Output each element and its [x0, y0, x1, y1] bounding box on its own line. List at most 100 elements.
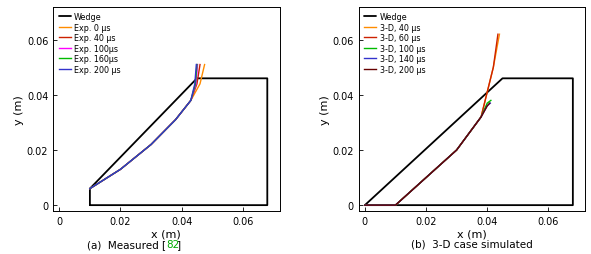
3-D, 60 μs [495, 34, 502, 37]
Y-axis label: y (m): y (m) [320, 94, 330, 124]
3-D, 40 μs [496, 34, 503, 37]
3-D, 40 μs [423, 176, 430, 179]
Wedge [361, 204, 368, 207]
3-D, 60 μs [490, 67, 497, 70]
3-D, 40 μs [478, 116, 485, 119]
Wedge [264, 204, 271, 207]
Exp. 200 μs [117, 168, 124, 171]
Exp. 200 μs [148, 144, 155, 147]
Exp. 160μs [86, 187, 93, 190]
Exp. 0 μs [86, 187, 93, 190]
3-D, 100 μs [488, 100, 495, 103]
Exp. 160μs [193, 64, 200, 67]
3-D, 40 μs [361, 204, 368, 207]
Text: (b)  3-D case simulated: (b) 3-D case simulated [411, 239, 533, 249]
Legend: Wedge, Exp. 0 μs, Exp. 40 μs, Exp. 100μs, Exp. 160μs, Exp. 200 μs: Wedge, Exp. 0 μs, Exp. 40 μs, Exp. 100μs… [57, 12, 122, 76]
Exp. 0 μs [201, 64, 208, 67]
Line: 3-D, 100 μs: 3-D, 100 μs [365, 101, 491, 205]
3-D, 140 μs [478, 116, 485, 119]
3-D, 60 μs [423, 176, 430, 179]
Wedge [499, 77, 506, 81]
Exp. 40 μs [86, 187, 93, 190]
Line: 3-D, 40 μs: 3-D, 40 μs [365, 35, 499, 205]
3-D, 40 μs [453, 149, 460, 152]
Exp. 100μs [172, 119, 179, 122]
Wedge [569, 204, 576, 207]
Line: 3-D, 60 μs: 3-D, 60 μs [365, 35, 498, 205]
Exp. 160μs [117, 168, 124, 171]
3-D, 140 μs [487, 102, 494, 105]
Exp. 160μs [187, 100, 194, 103]
Exp. 200 μs [193, 64, 200, 67]
Exp. 40 μs [148, 144, 155, 147]
3-D, 40 μs [490, 67, 497, 70]
Y-axis label: y (m): y (m) [14, 94, 24, 124]
3-D, 140 μs [423, 176, 430, 179]
3-D, 200 μs [423, 176, 430, 179]
Exp. 100μs [194, 64, 201, 67]
Exp. 0 μs [117, 168, 124, 171]
Exp. 160μs [192, 83, 199, 86]
Line: 3-D, 200 μs: 3-D, 200 μs [365, 104, 490, 205]
3-D, 140 μs [453, 149, 460, 152]
Line: Exp. 200 μs: Exp. 200 μs [90, 65, 196, 189]
Exp. 200 μs [86, 187, 93, 190]
Text: 82: 82 [166, 239, 180, 249]
Wedge [361, 204, 368, 207]
Exp. 200 μs [172, 119, 179, 122]
Wedge [361, 204, 368, 207]
Exp. 100μs [148, 144, 155, 147]
Exp. 40 μs [187, 100, 194, 103]
3-D, 60 μs [392, 204, 399, 207]
X-axis label: x (m): x (m) [151, 228, 181, 238]
3-D, 60 μs [361, 204, 368, 207]
3-D, 200 μs [361, 204, 368, 207]
3-D, 140 μs [483, 105, 491, 108]
Exp. 200 μs [191, 83, 199, 86]
Line: Exp. 160μs: Exp. 160μs [90, 65, 197, 189]
Wedge [264, 77, 271, 81]
3-D, 200 μs [478, 116, 485, 119]
3-D, 200 μs [483, 105, 491, 108]
3-D, 100 μs [453, 149, 460, 152]
Exp. 0 μs [172, 119, 179, 122]
3-D, 60 μs [453, 149, 460, 152]
Wedge [86, 187, 93, 190]
Wedge [86, 204, 93, 207]
Exp. 100μs [187, 100, 194, 103]
Exp. 100μs [193, 83, 200, 86]
Exp. 40 μs [196, 64, 203, 67]
3-D, 140 μs [361, 204, 368, 207]
Line: Exp. 0 μs: Exp. 0 μs [90, 65, 204, 189]
Exp. 160μs [172, 119, 179, 122]
3-D, 60 μs [478, 116, 485, 119]
Exp. 40 μs [193, 83, 200, 86]
Wedge [239, 77, 246, 81]
3-D, 140 μs [392, 204, 399, 207]
Exp. 0 μs [187, 100, 194, 103]
3-D, 200 μs [453, 149, 460, 152]
Line: Wedge: Wedge [90, 79, 267, 205]
3-D, 100 μs [392, 204, 399, 207]
3-D, 100 μs [361, 204, 368, 207]
Wedge [569, 77, 576, 81]
Line: 3-D, 140 μs: 3-D, 140 μs [365, 104, 491, 205]
Line: Wedge: Wedge [365, 79, 573, 205]
Exp. 0 μs [196, 83, 203, 86]
Text: (a)  Measured [: (a) Measured [ [87, 239, 166, 249]
Wedge [193, 77, 200, 81]
Exp. 40 μs [172, 119, 179, 122]
Legend: Wedge, 3-D, 40 μs, 3-D, 60 μs, 3-D, 100 μs, 3-D, 140 μs, 3-D, 200 μs: Wedge, 3-D, 40 μs, 3-D, 60 μs, 3-D, 100 … [363, 12, 427, 76]
Exp. 40 μs [117, 168, 124, 171]
Wedge [545, 77, 552, 81]
Exp. 200 μs [187, 100, 194, 103]
3-D, 200 μs [392, 204, 399, 207]
Exp. 160μs [148, 144, 155, 147]
3-D, 40 μs [392, 204, 399, 207]
Exp. 100μs [117, 168, 124, 171]
Line: Exp. 100μs: Exp. 100μs [90, 65, 197, 189]
Exp. 0 μs [148, 144, 155, 147]
Exp. 100μs [86, 187, 93, 190]
Wedge [86, 204, 93, 207]
3-D, 100 μs [478, 116, 485, 119]
